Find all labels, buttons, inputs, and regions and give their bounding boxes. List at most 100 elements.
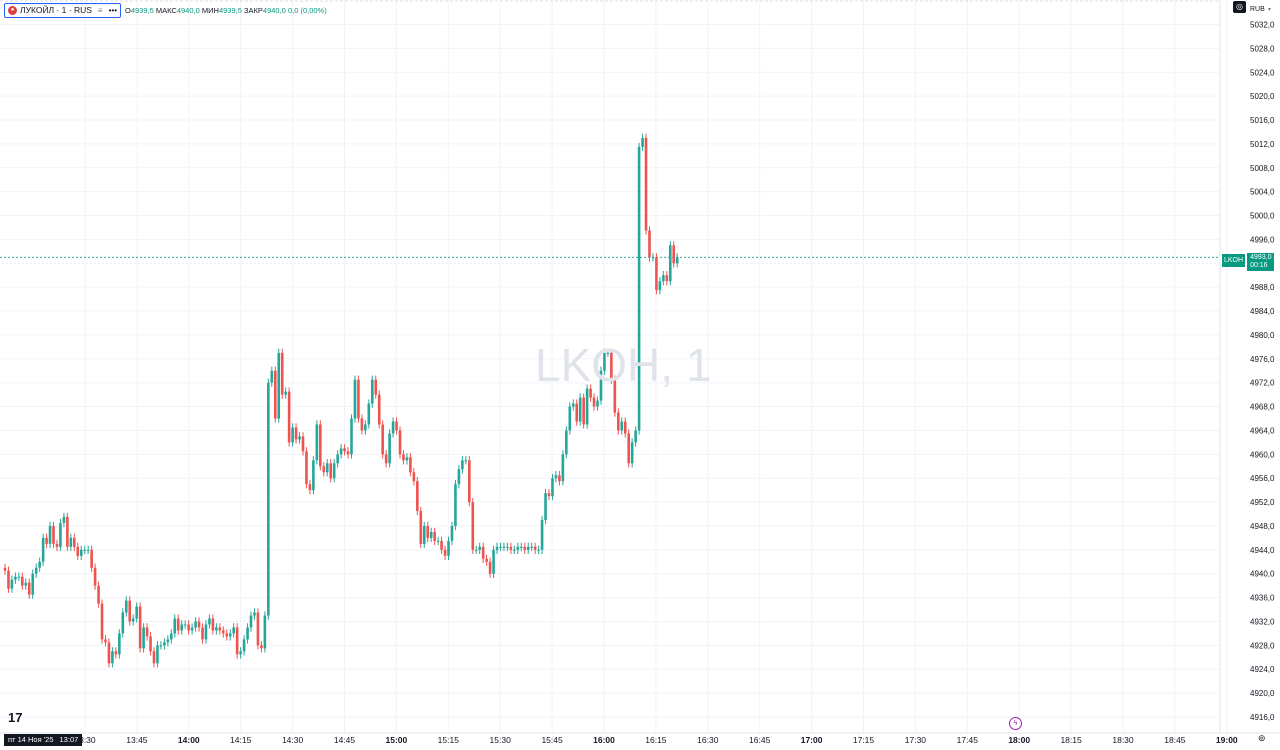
time-tick-label: 15:30 — [490, 735, 512, 745]
candle-body — [263, 615, 267, 649]
event-lightning-icon[interactable]: ϟ — [1009, 717, 1022, 730]
hamburger-icon[interactable]: ≡ — [97, 5, 103, 15]
price-tick-label: 5032,0 — [1250, 21, 1275, 30]
candle-body — [194, 621, 197, 628]
ticker-tag: LKOH — [1222, 254, 1246, 267]
candle-body — [644, 137, 648, 231]
candle-body — [488, 561, 492, 574]
candle-body — [447, 540, 450, 556]
candle-body — [336, 454, 339, 464]
lukoil-logo-icon: ● — [8, 5, 17, 15]
candle-body — [495, 546, 499, 550]
candle-body — [419, 511, 423, 544]
candle-body — [159, 645, 163, 647]
change-value: 0,0 (0,00%) — [287, 5, 327, 15]
candle-body — [329, 463, 333, 479]
candle-body — [578, 397, 582, 422]
candle-body — [256, 612, 260, 646]
candle-body — [405, 457, 409, 461]
price-tick-label: 4996,0 — [1250, 235, 1275, 244]
date-badge-date: пт 14 Ноя '25 — [8, 735, 54, 744]
price-tick-label: 4936,0 — [1250, 594, 1275, 603]
candle-body — [332, 463, 336, 479]
candle-body — [474, 549, 478, 551]
candle-body — [641, 137, 644, 147]
time-tick-label: 14:15 — [230, 735, 252, 745]
candle-body — [450, 525, 454, 541]
candle-body — [187, 624, 190, 631]
candle-body — [260, 645, 263, 649]
candle-body — [502, 546, 506, 548]
time-tick-label: 13:30 — [74, 735, 96, 745]
candle-body — [21, 576, 24, 586]
price-tick-label: 5008,0 — [1250, 164, 1275, 173]
time-tick-label: 15:45 — [541, 735, 563, 745]
candle-body — [34, 567, 38, 574]
ohlc-values: О4939,5 МАКС4940,0 МИН4939,5 ЗАКР4940,0 … — [125, 5, 327, 15]
date-badge: пт 14 Ноя '25 13:07 — [4, 734, 83, 746]
price-tick-label: 4920,0 — [1250, 689, 1275, 698]
price-tick-label: 5024,0 — [1250, 68, 1275, 77]
candle-body — [319, 424, 322, 467]
candle-body — [589, 388, 592, 398]
candle-body — [655, 257, 658, 291]
candle-body — [485, 558, 488, 562]
candle-body — [86, 549, 90, 551]
candle-body — [627, 433, 630, 464]
price-tick-label: 5020,0 — [1250, 92, 1275, 101]
candle-body — [561, 454, 565, 482]
candle-body — [24, 582, 28, 586]
candle-body — [190, 627, 194, 631]
candles[interactable] — [3, 133, 679, 668]
goto-realtime-icon[interactable]: ⊚ — [1258, 733, 1266, 743]
candle-body — [211, 618, 215, 631]
candle-body — [41, 537, 45, 562]
time-tick-label: 18:15 — [1060, 735, 1082, 745]
price-tick-label: 4944,0 — [1250, 546, 1275, 555]
candle-body — [603, 352, 606, 371]
time-axis[interactable]: 13:30 13:45 14:00 14:15 14:30 14:45 15:00 15:15… — [74, 735, 1238, 745]
candle-body — [454, 484, 457, 526]
candle-body — [668, 245, 672, 282]
candle-body — [665, 275, 669, 282]
symbol-selector[interactable]: ● ЛУКОЙЛ · 1 · RUS ≡ ••• — [4, 2, 121, 18]
last-price-value: 4993,0 — [1250, 254, 1272, 261]
currency-label[interactable]: RUB — [1250, 6, 1265, 13]
candle-body — [142, 627, 145, 649]
candle-body — [52, 525, 55, 544]
candle-body — [613, 379, 617, 413]
more-dots-icon[interactable]: ••• — [108, 5, 117, 15]
candle-body — [315, 424, 319, 461]
symbol-title: ЛУКОЙЛ · 1 · RUS — [20, 5, 92, 15]
candle-body — [596, 400, 599, 407]
candle-body — [658, 281, 662, 291]
settings-icon[interactable]: ◎ — [1233, 1, 1246, 13]
candle-body — [76, 546, 80, 556]
date-badge-time: 13:07 — [59, 735, 79, 744]
axis-lines — [0, 0, 1280, 734]
candle-body — [651, 257, 655, 259]
candle-body — [107, 642, 111, 664]
time-tick-label: 18:00 — [1008, 735, 1030, 745]
candle-body — [69, 537, 73, 547]
tradingview-logo-icon[interactable]: 17 — [8, 710, 23, 725]
candle-body — [121, 612, 125, 634]
candle-body — [277, 352, 281, 419]
candle-body — [374, 379, 378, 395]
candle-body — [623, 421, 627, 434]
candle-body — [325, 463, 329, 473]
price-tick-label: 4952,0 — [1250, 498, 1275, 507]
candle-body — [280, 352, 284, 395]
candle-body — [367, 403, 371, 425]
candle-body — [273, 370, 277, 419]
candle-body — [17, 576, 21, 578]
price-tick-label: 4984,0 — [1250, 307, 1275, 316]
candle-body — [322, 466, 326, 473]
chevron-down-icon[interactable]: ▾ — [1268, 7, 1272, 13]
candle-body — [131, 618, 135, 622]
price-axis[interactable]: 5032,0 5028,0 5024,0 5020,0 5016,0 5012,0 5008… — [1250, 21, 1275, 723]
candle-body — [287, 391, 291, 443]
candle-body — [436, 540, 440, 542]
candle-body — [114, 651, 118, 655]
